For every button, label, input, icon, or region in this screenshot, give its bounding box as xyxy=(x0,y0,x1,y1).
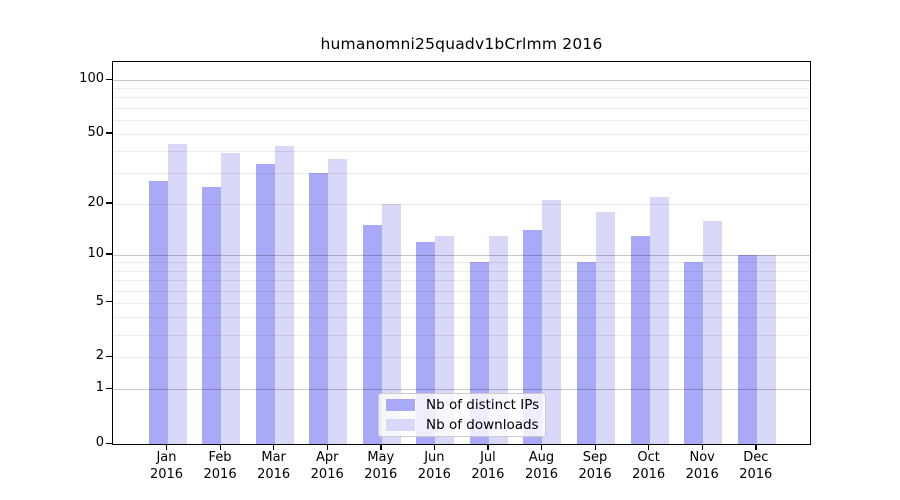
gridline-minor xyxy=(113,88,810,90)
x-tick-label: Feb 2016 xyxy=(203,450,237,482)
bar-ips xyxy=(737,254,757,444)
x-tick-mark xyxy=(594,444,596,450)
legend-item-distinct-ips: Nb of distinct IPs xyxy=(386,396,545,415)
gridline-major xyxy=(113,80,810,81)
bar-downloads xyxy=(703,220,723,444)
legend-label-distinct-ips: Nb of distinct IPs xyxy=(426,397,540,413)
x-tick-label: Jun 2016 xyxy=(417,450,451,482)
x-tick-label: Apr 2016 xyxy=(310,450,344,482)
chart-title: humanomni25quadv1bCrlmm 2016 xyxy=(320,35,603,53)
x-tick-mark xyxy=(433,444,436,450)
x-tick-label: Aug 2016 xyxy=(524,450,559,482)
gridline-minor xyxy=(113,107,810,109)
bar-ips xyxy=(684,262,704,444)
bar-ips xyxy=(148,181,168,444)
x-tick-label: Jan 2016 xyxy=(149,450,184,482)
legend: Nb of distinct IPs Nb of downloads xyxy=(378,393,546,437)
x-tick-mark xyxy=(540,444,543,450)
y-tick-mark xyxy=(106,387,112,390)
x-tick-mark xyxy=(648,444,650,450)
y-tick-mark xyxy=(106,202,112,204)
bar-ips xyxy=(255,163,275,444)
y-tick-mark xyxy=(106,301,112,303)
y-tick-label: 50 xyxy=(87,124,104,140)
y-tick-mark xyxy=(106,253,112,255)
legend-swatch-distinct-ips xyxy=(386,399,415,411)
gridline-minor xyxy=(113,203,810,205)
y-tick-mark xyxy=(106,442,112,444)
x-tick-mark xyxy=(755,444,757,450)
gridline-minor xyxy=(113,290,810,292)
x-tick-mark xyxy=(701,444,703,450)
x-tick-label: Nov 2016 xyxy=(685,450,719,482)
y-tick-mark xyxy=(106,355,112,358)
x-tick-label: Oct 2016 xyxy=(632,450,666,482)
y-tick-label: 10 xyxy=(87,245,104,261)
x-tick-mark xyxy=(326,444,328,450)
gridline-minor xyxy=(113,334,810,336)
y-tick-label: 20 xyxy=(87,194,104,210)
bar-ips xyxy=(577,262,597,444)
bar-downloads xyxy=(756,254,776,444)
gridline-minor xyxy=(113,173,810,175)
gridline-major xyxy=(113,389,810,391)
x-tick-label: Jul 2016 xyxy=(471,450,505,482)
bar-ips xyxy=(309,173,329,444)
x-tick-label: May 2016 xyxy=(364,450,398,482)
legend-item-downloads: Nb of downloads xyxy=(386,416,545,435)
x-tick-mark xyxy=(380,444,382,450)
x-tick-label: Sep 2016 xyxy=(578,450,612,482)
y-tick-mark xyxy=(106,132,112,134)
x-tick-mark xyxy=(166,444,168,450)
bar-ips xyxy=(630,235,650,444)
x-tick-mark xyxy=(487,444,489,450)
bar-downloads xyxy=(542,200,562,444)
gridline-minor xyxy=(113,262,810,264)
gridline-minor xyxy=(113,279,810,281)
bar-ips xyxy=(362,225,382,444)
legend-label-downloads: Nb of downloads xyxy=(426,417,539,433)
bar-downloads xyxy=(381,203,401,444)
y-tick-label: 100 xyxy=(79,71,104,86)
bar-downloads xyxy=(649,196,669,444)
x-tick-mark xyxy=(273,444,275,450)
y-tick-mark xyxy=(106,78,112,80)
bar-downloads xyxy=(274,145,294,444)
x-tick-label: Mar 2016 xyxy=(257,450,291,482)
bar-downloads xyxy=(435,235,455,444)
gridline-minor xyxy=(113,270,810,272)
gridline-minor xyxy=(113,357,810,359)
y-tick-label: 1 xyxy=(95,380,104,396)
bar-downloads xyxy=(328,159,348,444)
bar-ips xyxy=(523,230,543,444)
gridline-minor xyxy=(113,151,810,153)
bar-downloads xyxy=(488,235,508,444)
x-tick-label: Dec 2016 xyxy=(739,450,773,482)
gridline-minor xyxy=(113,302,810,304)
y-tick-label: 2 xyxy=(95,348,104,364)
bar-downloads xyxy=(596,211,616,444)
gridline-major xyxy=(113,254,810,256)
bar-ips xyxy=(202,187,222,444)
x-tick-mark xyxy=(219,444,221,450)
y-tick-label: 0 xyxy=(95,435,104,450)
y-tick-label: 5 xyxy=(95,293,104,309)
bar-downloads xyxy=(167,143,187,444)
grid-layer xyxy=(113,62,810,444)
gridline-minor xyxy=(113,119,810,121)
bar-downloads xyxy=(221,153,241,444)
gridline-minor xyxy=(113,97,810,99)
gridline-minor xyxy=(113,317,810,319)
gridline-minor xyxy=(113,133,810,135)
legend-swatch-downloads xyxy=(386,419,415,431)
plot-area: Nb of distinct IPs Nb of downloads xyxy=(112,61,811,445)
